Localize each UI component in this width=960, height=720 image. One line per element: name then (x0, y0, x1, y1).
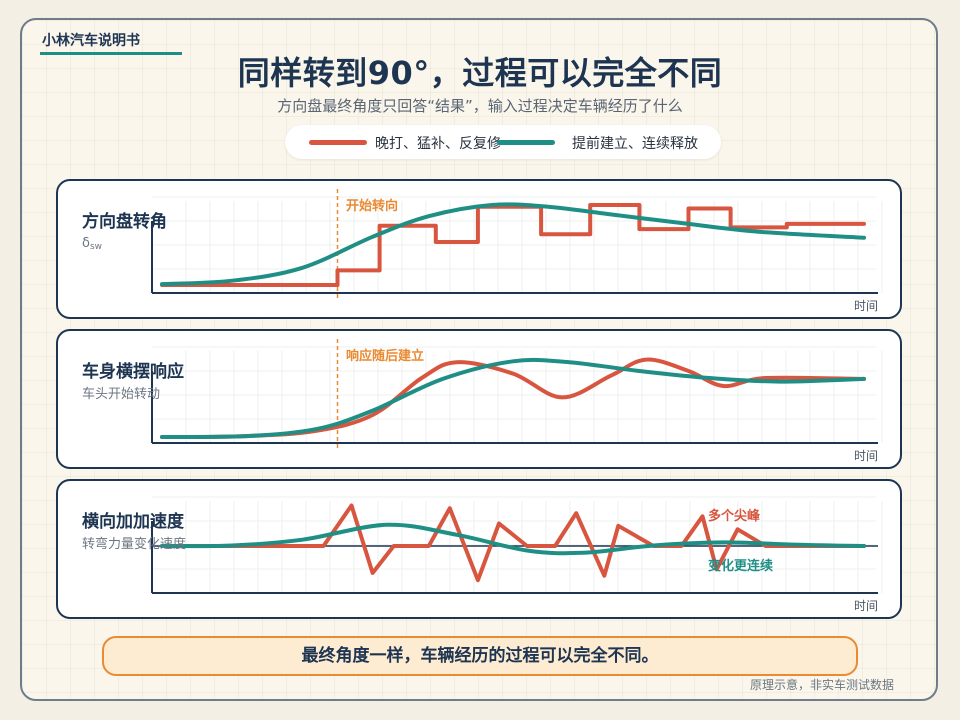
steering-angle-chart (151, 189, 883, 299)
legend-label-red: 晚打、猛补、反复修 (375, 136, 501, 152)
conclusion-banner: 最终角度一样，车辆经历的过程可以完全不同。 (102, 636, 858, 676)
page-subtitle: 方向盘最终角度只回答“结果”，输入过程决定车辆经历了什么 (277, 97, 683, 115)
panel-subtitle: 车头开始转动 (82, 387, 161, 402)
x-axis-label: 时间 (853, 299, 878, 313)
yaw-response-chart (151, 339, 883, 449)
panel-subtitle: δsw (82, 236, 102, 252)
panel-lateral-jerk: 横向加加速度 转弯力量变化速度 多个尖峰 变化更连续 时间 (56, 479, 902, 619)
panel-title: 方向盘转角 (82, 212, 167, 232)
legend-label-teal: 提前建立、连续释放 (572, 136, 698, 152)
delta-symbol: δ (82, 236, 90, 251)
panel-title: 横向加加速度 (82, 512, 184, 532)
annotation-response-builds: 响应随后建立 (346, 349, 425, 364)
delta-subscript: sw (89, 242, 103, 252)
series-red-line (160, 203, 866, 287)
footnote: 原理示意，非实车测试数据 (749, 678, 894, 692)
legend-swatch-teal (497, 140, 555, 145)
panel-subtitle: 转弯力量变化速度 (82, 537, 187, 552)
brand-underline (40, 52, 182, 55)
page-title: 同样转到90°，过程可以完全不同 (237, 54, 723, 92)
legend-swatch-red (309, 140, 367, 145)
series-teal-line (160, 202, 866, 287)
x-axis-label: 时间 (853, 599, 878, 613)
panel-title: 车身横摆响应 (82, 362, 184, 382)
panel-steering-angle: 方向盘转角 δsw 开始转向 时间 (56, 179, 902, 319)
x-axis-label: 时间 (853, 449, 878, 463)
series-teal-line (160, 357, 866, 440)
series-red-line (160, 503, 866, 583)
series-teal-line (160, 522, 866, 556)
legend: 晚打、猛补、反复修 提前建立、连续释放 (285, 125, 721, 159)
brand-label: 小林汽车说明书 (42, 33, 140, 49)
lateral-jerk-chart (151, 496, 883, 594)
annotation-multiple-spikes: 多个尖峰 (708, 509, 761, 524)
annotation-more-continuous: 变化更连续 (708, 559, 774, 574)
annotation-start-steering: 开始转向 (346, 199, 399, 214)
panel-yaw-response: 车身横摆响应 车头开始转动 响应随后建立 时间 (56, 329, 902, 469)
